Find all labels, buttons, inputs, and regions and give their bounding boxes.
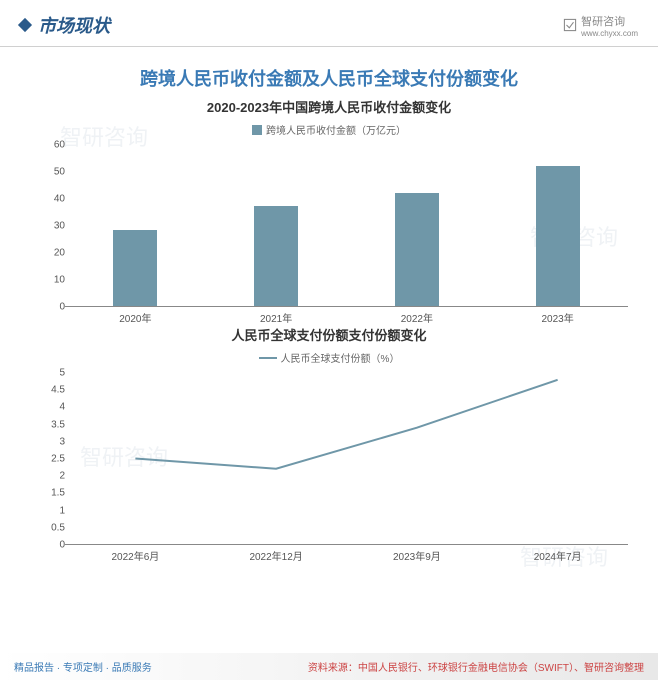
x-tick-label: 2020年 (73, 310, 197, 325)
y-tick-label: 20 (47, 248, 65, 259)
x-tick-label: 2022年 (355, 310, 479, 325)
main-title: 跨境人民币收付金额及人民币全球支付份额变化 (0, 65, 658, 91)
footer: 精品报告 · 专项定制 · 品质服务 资料来源：中国人民银行、环球银行金融电信协… (0, 653, 658, 680)
bar-group (73, 230, 197, 306)
bar-group (214, 206, 338, 306)
x-tick-label: 2024年7月 (487, 548, 628, 563)
header-diamond-icon (18, 18, 32, 32)
bar-group (496, 166, 620, 306)
y-tick-label: 0.5 (43, 522, 65, 533)
footer-right: 资料来源：中国人民银行、环球银行金融电信协会（SWIFT）、智研咨询整理 (308, 659, 644, 674)
brand-icon (563, 18, 577, 32)
line-plot-area (65, 373, 628, 545)
line-chart-legend: 人民币全球支付份额（%） (30, 350, 628, 365)
bar (113, 230, 157, 306)
y-tick-label: 3.5 (43, 419, 65, 430)
bar-chart-title: 2020-2023年中国跨境人民币收付金额变化 (30, 97, 628, 116)
line-chart-section: 人民币全球支付份额支付份额变化 人民币全球支付份额（%） 00.511.522.… (0, 325, 658, 563)
x-tick-label: 2023年 (496, 310, 620, 325)
y-tick-label: 3 (43, 436, 65, 447)
bar-chart: 0102030405060 2020年2021年2022年2023年 (50, 145, 628, 325)
y-tick-label: 4 (43, 402, 65, 413)
bar-chart-section: 2020-2023年中国跨境人民币收付金额变化 跨境人民币收付金额（万亿元） 0… (0, 97, 658, 325)
header-brand: 智研咨询 www.chyxx.com (563, 13, 638, 38)
y-tick-label: 10 (47, 275, 65, 286)
bar (395, 193, 439, 306)
bar-chart-legend: 跨境人民币收付金额（万亿元） (30, 122, 628, 137)
y-tick-label: 50 (47, 167, 65, 178)
x-tick-label: 2022年6月 (65, 548, 206, 563)
x-tick-label: 2021年 (214, 310, 338, 325)
y-tick-label: 5 (43, 368, 65, 379)
brand-url: www.chyxx.com (581, 29, 638, 38)
header-title: 市场现状 (38, 12, 110, 38)
x-tick-label: 2023年9月 (347, 548, 488, 563)
footer-left: 精品报告 · 专项定制 · 品质服务 (14, 659, 152, 674)
legend-line-swatch (259, 357, 277, 359)
bar-legend-text: 跨境人民币收付金额（万亿元） (266, 122, 406, 137)
y-tick-label: 30 (47, 221, 65, 232)
header: 市场现状 智研咨询 www.chyxx.com (0, 0, 658, 47)
line-legend-text: 人民币全球支付份额（%） (281, 350, 400, 365)
x-tick-label: 2022年12月 (206, 548, 347, 563)
y-tick-label: 1 (43, 505, 65, 516)
bar-group (355, 193, 479, 306)
line-chart: 00.511.522.533.544.55 2022年6月2022年12月202… (50, 373, 628, 563)
y-tick-label: 1.5 (43, 488, 65, 499)
line-path (135, 380, 557, 469)
y-tick-label: 60 (47, 140, 65, 151)
bar (254, 206, 298, 306)
y-tick-label: 0 (47, 302, 65, 313)
bar-plot-area (65, 145, 628, 307)
line-svg (65, 373, 628, 544)
brand-name: 智研咨询 (581, 13, 638, 29)
y-tick-label: 4.5 (43, 385, 65, 396)
line-chart-title: 人民币全球支付份额支付份额变化 (30, 325, 628, 344)
legend-bar-swatch (252, 125, 262, 135)
y-tick-label: 2 (43, 471, 65, 482)
y-tick-label: 0 (43, 540, 65, 551)
bar (536, 166, 580, 306)
y-tick-label: 40 (47, 194, 65, 205)
y-tick-label: 2.5 (43, 454, 65, 465)
